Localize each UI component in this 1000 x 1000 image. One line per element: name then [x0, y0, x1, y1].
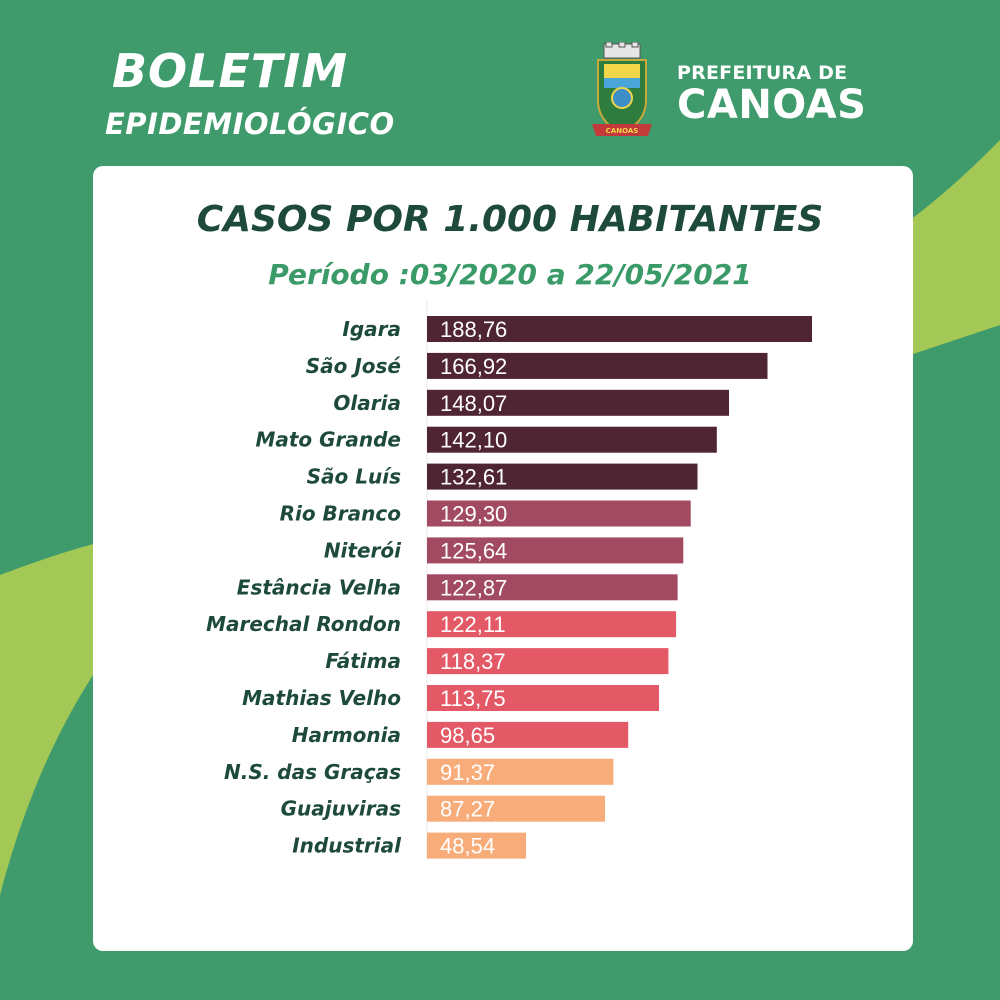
value-label: 129,30 — [440, 502, 507, 527]
value-label: 122,11 — [440, 612, 506, 637]
value-label: 148,07 — [440, 391, 507, 416]
boletim-title: BOLETIM — [112, 44, 349, 98]
category-label: Mathias Velho — [242, 686, 401, 710]
category-label: Niterói — [324, 538, 402, 562]
bar — [427, 758, 614, 785]
value-label: 188,76 — [440, 317, 507, 342]
value-label: 122,87 — [440, 575, 507, 600]
prefeitura-label: PREFEITURA DE — [677, 62, 848, 84]
bar — [427, 685, 659, 711]
bar — [427, 648, 669, 675]
value-label: 118,37 — [440, 649, 506, 674]
bar — [427, 721, 629, 748]
chart-subtitle: Período :03/2020 a 22/05/2021 — [268, 258, 752, 291]
prefeitura-logo-text: PREFEITURA DE CANOAS — [677, 62, 867, 128]
bar — [427, 352, 768, 379]
bar — [427, 389, 729, 416]
bar — [427, 574, 678, 601]
category-label: Fátima — [325, 649, 401, 673]
epidemiologico-title: EPIDEMIOLÓGICO — [105, 107, 395, 141]
bar — [427, 611, 677, 638]
category-label: São José — [306, 354, 401, 378]
category-label: Estância Velha — [237, 575, 401, 599]
category-label: Olaria — [333, 391, 401, 415]
crest-banner-text: CANOAS — [606, 127, 639, 135]
bar — [427, 795, 605, 822]
chart-title: CASOS POR 1.000 HABITANTES — [196, 199, 824, 240]
value-label: 125,64 — [440, 538, 507, 563]
category-label: N.S. das Graças — [224, 760, 401, 784]
canoas-crest-logo: CANOAS — [592, 42, 652, 136]
canoas-label: CANOAS — [677, 82, 867, 128]
value-label: 87,27 — [440, 797, 495, 822]
bar — [427, 537, 684, 564]
value-label: 142,10 — [440, 428, 507, 453]
value-label: 91,37 — [440, 760, 495, 785]
category-label: Rio Branco — [280, 502, 402, 526]
category-label: Harmonia — [292, 723, 401, 747]
bar — [427, 463, 698, 490]
bar — [427, 316, 812, 342]
value-label: 132,61 — [440, 465, 507, 490]
category-label: Guajuviras — [281, 797, 401, 821]
bar — [427, 832, 526, 859]
chart-card: CASOS POR 1.000 HABITANTES Período :03/2… — [93, 166, 913, 951]
bar — [427, 500, 691, 527]
lime-wave-left — [0, 540, 110, 895]
lime-wave-right — [910, 140, 1000, 355]
bar — [427, 426, 717, 453]
category-label: Igara — [342, 317, 401, 341]
category-label: Industrial — [292, 834, 402, 858]
value-label: 113,75 — [440, 686, 506, 711]
category-label: São Luís — [307, 465, 401, 489]
category-label: Marechal Rondon — [206, 612, 401, 636]
value-label: 166,92 — [440, 354, 507, 379]
value-label: 98,65 — [440, 723, 495, 748]
value-label: 48,54 — [440, 834, 495, 859]
category-label: Mato Grande — [255, 428, 401, 452]
